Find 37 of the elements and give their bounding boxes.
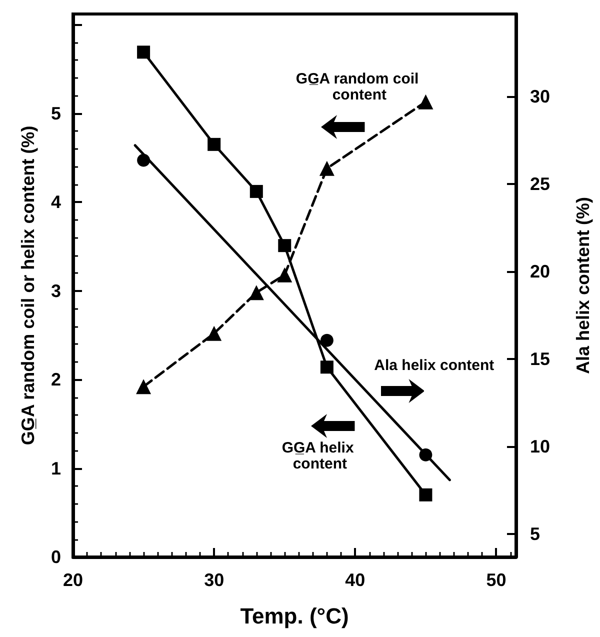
point [248,285,264,300]
y-axis-title: GG̲A random coil or helix content (%) [18,126,38,446]
y2-tick-label: 30 [530,86,550,106]
y-tick-label: 4 [50,192,61,212]
point [418,94,434,110]
x-tick-label: 30 [204,570,224,590]
y2-tick-label: 10 [530,436,550,457]
point [137,154,150,167]
annotation: GG̲A helix content [282,439,358,472]
point [206,326,222,341]
point [278,239,292,252]
point [319,160,334,176]
y-tick-label: 3 [50,280,61,301]
point [419,448,432,462]
y-tick-label: 2 [50,370,61,390]
y-tick-label: 0 [50,547,61,567]
y2-tick-label: 15 [530,349,550,370]
point [137,46,150,59]
x-tick-label: 50 [486,570,506,590]
point [136,379,152,394]
y2-tick-label: 5 [530,524,540,544]
point [320,360,334,374]
point [250,184,263,198]
x-axis-title: Temp. (°C) [240,604,349,628]
y-tick-label: 1 [50,458,61,478]
y2-axis-title: Ala helix content (%) [573,196,593,374]
annotation: Ala helix content [374,356,494,374]
point [419,488,432,502]
point [208,138,221,151]
point [277,267,292,282]
y-tick-label: 5 [50,103,61,124]
y2-tick-label: 20 [530,261,550,282]
annotation: GG̲A random coil content [296,70,423,104]
point [320,334,334,347]
x-tick-label: 20 [62,570,84,590]
x-tick-label: 40 [345,570,366,590]
y2-tick-label: 25 [530,174,550,194]
